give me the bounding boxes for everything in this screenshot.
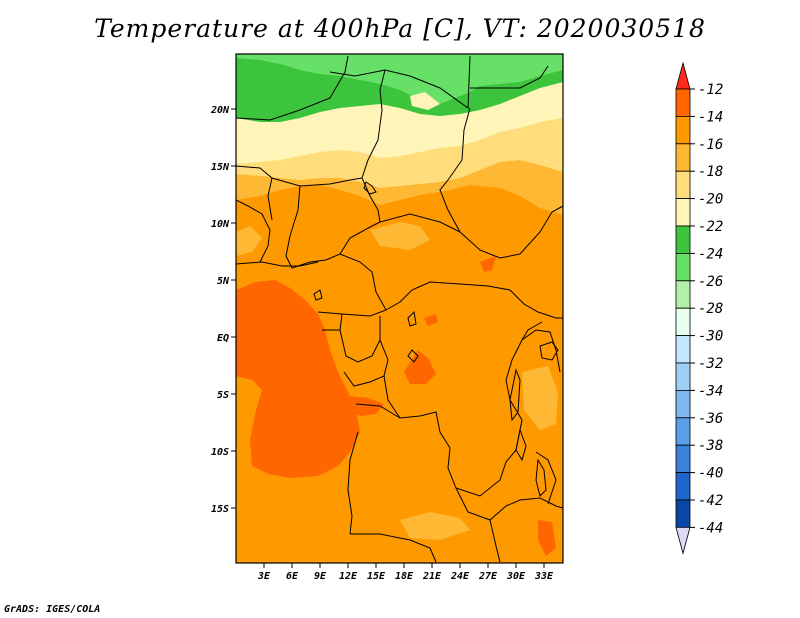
- colorbar-label: -28: [698, 301, 723, 317]
- colorbar-swatch: [675, 444, 691, 474]
- band-12-14-congo-2: [424, 314, 438, 326]
- colorbar-label: -32: [698, 356, 723, 372]
- band-16-18-west: [236, 226, 262, 256]
- band-12-14-se: [538, 520, 556, 556]
- lon-tick-label: 18E: [395, 571, 414, 582]
- grads-credit: GrADS: IGES/COLA: [4, 604, 101, 615]
- lake-outlines: [313, 181, 559, 497]
- colorbar-bottom-arrow: [675, 527, 691, 555]
- colorbar-label: -42: [698, 493, 723, 509]
- colorbar-swatch: [675, 362, 691, 391]
- colorbar-label: -12: [698, 82, 723, 98]
- colorbar-label: -16: [698, 137, 723, 153]
- band-12-14-coast: [350, 396, 384, 416]
- lat-tick-label: 5S: [217, 390, 229, 401]
- colorbar-label: -44: [698, 520, 723, 536]
- colorbar-swatch: [675, 280, 691, 309]
- lon-tick-label: 15E: [367, 571, 386, 582]
- colorbar-swatch: [675, 143, 691, 172]
- map-plot-area: [236, 54, 563, 563]
- colorbar-legend: -12 -14 -16 -18 -20 -22 -24 -26 -28 -30 -32 -34 -36 -…: [675, 61, 723, 555]
- colorbar-label: -26: [698, 274, 723, 290]
- latitude-axis: 20N 15N 10N 5N EQ 5S 10S 15S: [210, 105, 236, 515]
- colorbar-label: -40: [698, 466, 723, 482]
- band-16-18-south: [400, 512, 470, 540]
- band-12-14-east: [480, 256, 496, 272]
- colorbar-swatch: [675, 307, 691, 337]
- colorbar-label: -20: [698, 192, 723, 208]
- colorbar-swatch: [675, 417, 691, 446]
- colorbar-label: -18: [698, 164, 723, 180]
- lat-tick-label: 15N: [211, 162, 230, 173]
- lon-tick-label: 21E: [422, 571, 442, 582]
- colorbar-swatch: [675, 335, 691, 364]
- lon-tick-label: 12E: [339, 571, 358, 582]
- lon-tick-label: 9E: [314, 571, 327, 582]
- band-24-26: [236, 54, 563, 104]
- colorbar-swatch: [675, 225, 691, 254]
- band-12-14-congo-1: [404, 350, 436, 384]
- colorbar-swatch: [675, 170, 691, 199]
- colorbar-label: -36: [698, 411, 723, 427]
- colorbar-swatch: [675, 472, 691, 501]
- lon-tick-label: 33E: [534, 571, 554, 582]
- colorbar-swatch: [675, 252, 691, 282]
- colorbar-label: -34: [698, 383, 723, 399]
- colorbar-label: -30: [698, 329, 723, 345]
- colorbar-label: -24: [698, 246, 723, 262]
- band-12-14-west: [236, 280, 360, 478]
- lon-tick-label: 24E: [450, 571, 470, 582]
- colorbar-swatch: [675, 499, 691, 528]
- lon-tick-label: 6E: [286, 571, 299, 582]
- lon-tick-label: 30E: [506, 571, 526, 582]
- lat-tick-label: EQ: [217, 333, 229, 344]
- lat-tick-label: 10N: [211, 219, 230, 230]
- colorbar-swatch: [675, 116, 691, 145]
- lat-tick-label: 20N: [210, 105, 230, 116]
- lat-tick-label: 10S: [211, 447, 229, 458]
- map-frame: [235, 53, 564, 564]
- longitude-axis: 3E 6E 9E 12E 15E 18E 21E 24E 27E 30E 33E: [257, 563, 554, 582]
- band-16-18-east: [522, 366, 558, 430]
- colorbar-label: -14: [698, 109, 723, 125]
- page-title: Temperature at 400hPa [C], VT: 202003051…: [94, 14, 706, 43]
- colorbar-top-arrow: [675, 61, 691, 90]
- lon-tick-label: 27E: [478, 571, 498, 582]
- colorbar-label: -22: [698, 219, 723, 235]
- colorbar-swatch: [675, 389, 691, 419]
- band-patch-north: [410, 92, 440, 110]
- colorbar-swatch: [675, 198, 691, 227]
- lon-tick-label: 3E: [257, 571, 271, 582]
- lat-tick-label: 5N: [217, 276, 230, 287]
- lat-tick-label: 15S: [211, 504, 229, 515]
- country-boundaries: [236, 55, 563, 563]
- band-16-18-mid: [370, 222, 430, 250]
- colorbar-label: -38: [698, 438, 723, 454]
- colorbar-swatch: [675, 88, 691, 117]
